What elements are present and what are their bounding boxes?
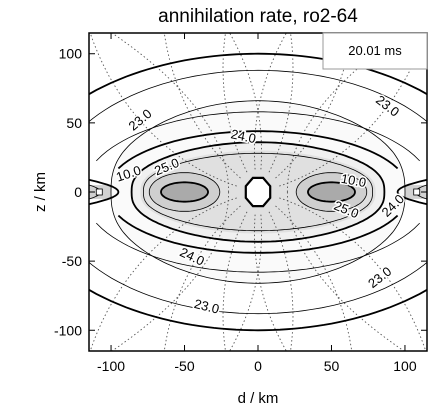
contour-line-thin xyxy=(110,100,406,284)
x-tick-label: 50 xyxy=(324,358,340,374)
contour-line-thick xyxy=(89,178,120,206)
fill-lobe-inner xyxy=(161,182,208,202)
flow-line xyxy=(229,33,263,170)
contour-label-2: 23.0 xyxy=(373,92,402,119)
contour-lobe-outline xyxy=(148,172,221,212)
x-tick-label: 0 xyxy=(254,358,262,374)
contour-line-thick xyxy=(396,178,427,206)
contour-line-thin xyxy=(143,152,373,232)
x-axis-title: d / km xyxy=(238,390,279,407)
contour-line-thin xyxy=(96,222,420,273)
contour-lobe-core xyxy=(307,181,356,203)
contour-line-thin xyxy=(89,261,427,315)
flow-line xyxy=(229,214,263,351)
y-tick-label: 0 xyxy=(74,184,82,200)
axis-ticks: -100 -50 0 50 100 -100 -50 0 50 100 xyxy=(54,33,427,374)
contour-label-5: 10.0 xyxy=(340,171,368,190)
time-box-frame xyxy=(322,32,428,70)
x-tick-label: -50 xyxy=(174,358,194,374)
contour-line-thin xyxy=(89,184,102,200)
flow-line xyxy=(89,33,237,187)
contour-line-thin xyxy=(96,111,420,162)
contour-line-thick xyxy=(130,141,386,243)
y-tick-label: 50 xyxy=(66,115,82,131)
contour-label-1: 24.0 xyxy=(229,126,257,146)
x-tick-label: 100 xyxy=(393,358,417,374)
flow-line xyxy=(253,214,287,351)
y-tick-label: 100 xyxy=(59,46,83,62)
central-core-octagon xyxy=(244,176,272,208)
y-axis-title: z / km xyxy=(32,172,49,212)
contour-line-thick xyxy=(117,130,399,170)
time-box: 20.01 ms xyxy=(322,32,428,70)
edge-marker xyxy=(413,188,421,196)
contour-label-10: 23.0 xyxy=(193,296,221,317)
y-tick-label: -50 xyxy=(62,253,82,269)
contour-lines xyxy=(89,52,427,332)
y-tick-label: -100 xyxy=(54,322,82,338)
fill-lobe-inner xyxy=(308,182,355,202)
time-annotation: 20.01 ms xyxy=(348,43,402,58)
flow-line xyxy=(279,197,427,351)
contour-line-thick xyxy=(89,52,427,96)
flow-line xyxy=(253,33,287,170)
edge-marker xyxy=(95,188,103,196)
x-tick-label: -100 xyxy=(97,358,125,374)
chart-title: annihilation rate, ro2-64 xyxy=(158,6,358,27)
flow-line xyxy=(89,197,237,351)
contour-lobe-core xyxy=(160,181,209,203)
contour-line-thick xyxy=(89,288,427,332)
contour-line-thick xyxy=(117,214,399,254)
contour-line-thin xyxy=(89,69,427,123)
contour-lobe-outline xyxy=(295,172,368,212)
contour-label-9: 23.0 xyxy=(365,264,394,291)
